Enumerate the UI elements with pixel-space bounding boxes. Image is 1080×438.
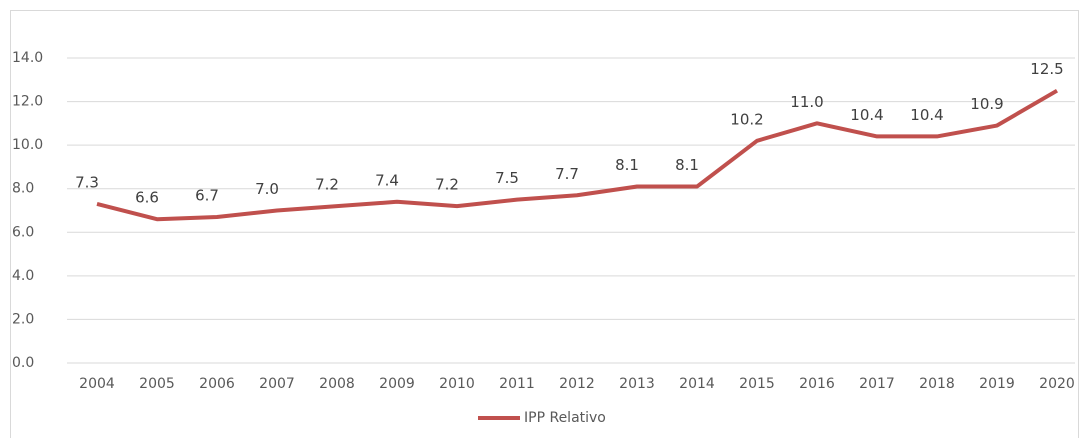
data-label: 7.0 (255, 180, 279, 198)
x-tick-label: 2014 (679, 376, 715, 392)
x-tick-label: 2008 (319, 376, 355, 392)
y-tick-label: 4.0 (12, 268, 34, 284)
data-label: 11.0 (790, 93, 823, 111)
x-tick-label: 2015 (739, 376, 775, 392)
x-tick-label: 2009 (379, 376, 415, 392)
y-tick-label: 12.0 (12, 94, 43, 110)
x-tick-label: 2013 (619, 376, 655, 392)
y-tick-label: 14.0 (12, 50, 43, 66)
data-label: 8.1 (615, 156, 639, 174)
y-tick-label: 8.0 (12, 181, 34, 197)
data-label: 10.9 (970, 95, 1003, 113)
data-label: 7.3 (75, 173, 99, 191)
y-tick-label: 10.0 (12, 137, 43, 153)
x-tick-label: 2010 (439, 376, 475, 392)
y-tick-label: 2.0 (12, 311, 34, 327)
chart-frame (10, 10, 1079, 438)
x-tick-label: 2020 (1039, 376, 1075, 392)
y-tick-label: 6.0 (12, 224, 34, 240)
data-label: 7.2 (315, 176, 339, 194)
data-label: 7.5 (495, 169, 519, 187)
x-tick-label: 2019 (979, 376, 1015, 392)
data-label: 7.2 (435, 176, 459, 194)
legend-label: IPP Relativo (524, 410, 606, 426)
y-tick-label: 0.0 (12, 355, 34, 371)
x-tick-label: 2005 (139, 376, 175, 392)
data-label: 7.4 (375, 171, 399, 189)
x-tick-label: 2017 (859, 376, 895, 392)
data-label: 10.2 (730, 110, 763, 128)
data-label: 8.1 (675, 156, 699, 174)
x-tick-label: 2012 (559, 376, 595, 392)
x-tick-label: 2004 (79, 376, 115, 392)
x-tick-label: 2016 (799, 376, 835, 392)
x-tick-label: 2018 (919, 376, 955, 392)
data-label: 6.7 (195, 187, 219, 205)
x-tick-label: 2006 (199, 376, 235, 392)
data-label: 6.6 (135, 189, 159, 207)
data-label: 10.4 (910, 106, 943, 124)
x-tick-label: 2007 (259, 376, 295, 392)
data-label: 7.7 (555, 165, 579, 183)
line (96, 88, 1059, 222)
data-label: 12.5 (1030, 60, 1063, 78)
data-label: 10.4 (850, 106, 883, 124)
x-tick-label: 2011 (499, 376, 535, 392)
